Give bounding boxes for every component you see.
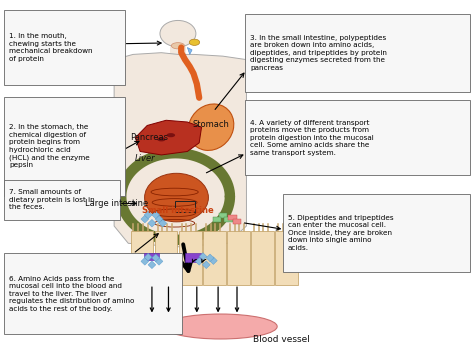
Polygon shape — [206, 254, 214, 262]
Polygon shape — [141, 258, 149, 265]
Text: 3. In the small intestine, polypeptides
are broken down into amino acids,
dipept: 3. In the small intestine, polypeptides … — [250, 35, 387, 71]
Polygon shape — [155, 215, 163, 223]
Polygon shape — [144, 211, 152, 219]
FancyBboxPatch shape — [184, 253, 201, 262]
Ellipse shape — [157, 137, 165, 141]
Text: 7. Small amounts of
dietary protein is lost in
the feces.: 7. Small amounts of dietary protein is l… — [9, 190, 95, 211]
FancyBboxPatch shape — [203, 231, 226, 285]
Text: Pancreas: Pancreas — [130, 133, 169, 142]
FancyBboxPatch shape — [245, 14, 470, 92]
Text: Blood vessel: Blood vessel — [254, 335, 310, 344]
Polygon shape — [148, 261, 156, 269]
Text: Small intestine: Small intestine — [142, 206, 214, 215]
FancyBboxPatch shape — [251, 231, 274, 285]
FancyBboxPatch shape — [4, 253, 182, 334]
FancyBboxPatch shape — [4, 180, 120, 220]
Text: 1. In the mouth,
chewing starts the
mechanical breakdown
of protein: 1. In the mouth, chewing starts the mech… — [9, 33, 93, 62]
Polygon shape — [136, 120, 201, 155]
Polygon shape — [187, 47, 192, 54]
FancyBboxPatch shape — [224, 218, 233, 222]
Ellipse shape — [164, 314, 277, 339]
Ellipse shape — [145, 173, 209, 222]
Ellipse shape — [171, 43, 184, 49]
FancyBboxPatch shape — [213, 218, 221, 222]
FancyBboxPatch shape — [245, 100, 470, 175]
FancyBboxPatch shape — [155, 231, 177, 285]
Ellipse shape — [148, 143, 182, 155]
FancyBboxPatch shape — [227, 231, 250, 285]
Polygon shape — [152, 254, 160, 262]
Text: Liver: Liver — [135, 154, 155, 163]
Polygon shape — [152, 211, 160, 219]
Polygon shape — [202, 261, 210, 269]
Text: Stomach: Stomach — [192, 120, 229, 129]
FancyBboxPatch shape — [228, 215, 237, 220]
Polygon shape — [210, 257, 217, 264]
Ellipse shape — [166, 133, 175, 137]
FancyBboxPatch shape — [4, 97, 125, 196]
Polygon shape — [155, 258, 163, 265]
FancyBboxPatch shape — [145, 253, 158, 260]
FancyBboxPatch shape — [179, 231, 201, 285]
FancyBboxPatch shape — [4, 10, 125, 85]
Text: 2. In the stomach, the
chemical digestion of
protein begins from
hydrochloric ac: 2. In the stomach, the chemical digestio… — [9, 124, 90, 168]
Ellipse shape — [132, 163, 219, 230]
FancyBboxPatch shape — [233, 219, 241, 224]
Polygon shape — [159, 219, 167, 227]
Polygon shape — [170, 46, 186, 54]
Polygon shape — [195, 258, 203, 265]
Circle shape — [160, 21, 196, 47]
Polygon shape — [199, 253, 207, 260]
FancyBboxPatch shape — [131, 231, 154, 285]
Text: Large intestine: Large intestine — [85, 199, 148, 208]
Text: 4. A variety of different transport
proteins move the products from
protein dige: 4. A variety of different transport prot… — [250, 120, 374, 156]
FancyBboxPatch shape — [219, 213, 227, 218]
Polygon shape — [144, 253, 152, 261]
FancyBboxPatch shape — [283, 194, 470, 272]
Text: 6. Amino Acids pass from the
mucosal cell into the blood and
travel to the liver: 6. Amino Acids pass from the mucosal cel… — [9, 276, 135, 311]
Ellipse shape — [189, 39, 200, 45]
Ellipse shape — [188, 104, 234, 150]
Polygon shape — [148, 219, 156, 227]
Text: 5. Dipeptides and tripeptides
can enter the mucosal cell.
Once inside, they are : 5. Dipeptides and tripeptides can enter … — [288, 215, 394, 251]
FancyBboxPatch shape — [275, 231, 298, 285]
Polygon shape — [141, 215, 149, 223]
Polygon shape — [168, 236, 177, 248]
Polygon shape — [114, 53, 246, 247]
